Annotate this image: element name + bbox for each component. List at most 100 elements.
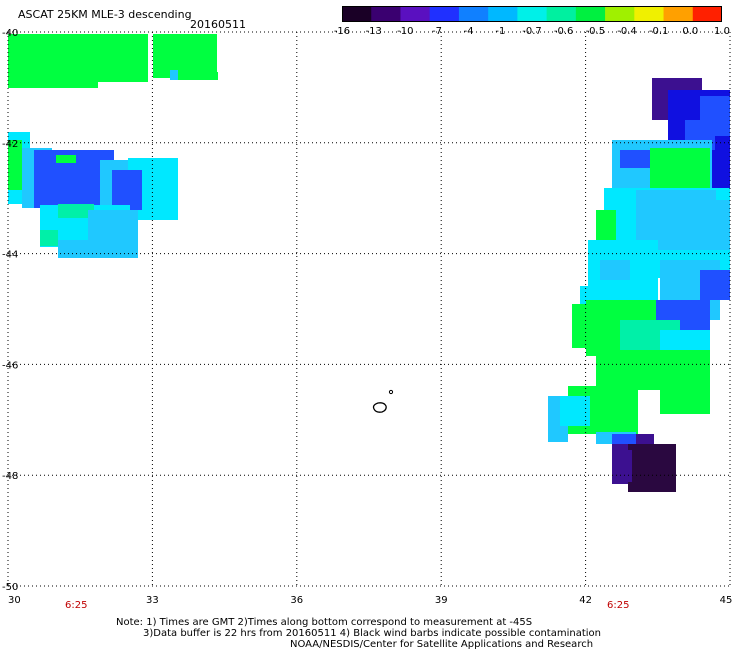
colorbar-segment <box>527 6 538 22</box>
colorbar-segment <box>585 6 596 22</box>
x-tick-label: 30 <box>8 595 21 606</box>
wind-cell <box>58 240 138 258</box>
colorbar-segment <box>546 6 557 22</box>
y-tick-label: -46 <box>2 360 18 371</box>
lat-lon-grid <box>7 31 731 587</box>
colorbar-label: 1.0 <box>714 26 730 37</box>
colorbar-segment <box>410 6 421 22</box>
y-tick-label: -44 <box>2 250 18 261</box>
note-line-1: Note: 1) Times are GMT 2)Times along bot… <box>116 617 533 628</box>
note-line-3: NOAA/NESDIS/Center for Satellite Applica… <box>290 639 594 650</box>
colorbar-segment <box>702 6 713 22</box>
colorbar-segment <box>624 6 635 22</box>
colorbar-segment <box>653 6 665 22</box>
y-tick-label: -42 <box>2 139 18 150</box>
colorbar-segment <box>419 6 431 22</box>
colorbar-segment <box>517 6 528 22</box>
colorbar-segment <box>478 6 489 22</box>
colorbar <box>342 6 722 22</box>
wind-cell <box>560 396 590 426</box>
colorbar-segment <box>595 6 606 22</box>
map-title: ASCAT 25KM MLE-3 descending <box>18 8 192 21</box>
wind-cell <box>8 140 22 190</box>
colorbar-segment <box>449 6 460 22</box>
colorbar-segment <box>400 6 411 22</box>
time-label-right: 6:25 <box>607 600 630 611</box>
wind-cell <box>700 270 730 300</box>
wind-cell <box>40 230 58 246</box>
wind-cell <box>660 390 710 414</box>
y-tick-label: -40 <box>2 28 18 39</box>
colorbar-segment <box>663 6 674 22</box>
wind-cell <box>636 434 654 444</box>
wind-cell <box>178 72 218 80</box>
time-label-left: 6:25 <box>65 600 88 611</box>
wind-cell <box>690 200 730 250</box>
colorbar-segment <box>342 6 353 22</box>
colorbar-label: -13 <box>365 26 382 37</box>
colorbar-segment <box>536 6 548 22</box>
wind-cell <box>628 444 676 492</box>
colorbar-segment <box>575 6 587 22</box>
colorbar-segment <box>429 6 440 22</box>
island-outline <box>372 402 387 413</box>
wind-cell <box>596 210 616 240</box>
wind-cell <box>130 34 148 72</box>
colorbar-segment <box>556 6 567 22</box>
wind-cell <box>56 155 76 163</box>
colorbar-segment <box>361 6 372 22</box>
x-tick-label: 36 <box>290 595 303 606</box>
small-island <box>388 389 394 395</box>
colorbar-segment <box>507 6 518 22</box>
colorbar-segment <box>566 6 577 22</box>
x-tick-label: 39 <box>435 595 448 606</box>
colorbar-segment <box>390 6 401 22</box>
colorbar-segment <box>692 6 704 22</box>
swath-data <box>8 34 730 492</box>
colorbar-label: -10 <box>397 26 414 37</box>
x-tick-label: 33 <box>146 595 159 606</box>
y-tick-label: -50 <box>2 582 18 593</box>
colorbar-segment <box>634 6 645 22</box>
colorbar-segment <box>644 6 655 22</box>
wind-cell <box>596 350 710 390</box>
colorbar-label: -0.1 <box>648 26 669 37</box>
colorbar-segment <box>605 6 616 22</box>
wind-cell <box>620 150 650 168</box>
wind-cell <box>600 400 638 434</box>
colorbar-segment <box>673 6 684 22</box>
wind-cell <box>708 140 730 190</box>
colorbar-segment <box>468 6 479 22</box>
wind-cell <box>153 34 217 78</box>
colorbar-label: -16 <box>333 26 351 37</box>
colorbar-label: -0.5 <box>585 26 606 37</box>
axis-ticks: 30 33 36 39 42 45 -40 -42 -44 -46 -48 -50 <box>2 28 732 606</box>
colorbar-segment <box>614 6 626 22</box>
wind-cell <box>612 450 632 482</box>
colorbar-segment <box>712 6 722 22</box>
x-tick-label: 42 <box>579 595 592 606</box>
wind-cell <box>8 34 98 88</box>
wind-cell <box>650 148 710 190</box>
colorbar-segment <box>351 6 362 22</box>
wind-cell <box>612 434 636 444</box>
wind-cell <box>112 170 142 210</box>
colorbar-label: -0.6 <box>553 26 574 37</box>
y-tick-label: -48 <box>2 471 18 482</box>
colorbar-segment <box>683 6 694 22</box>
note-line-2: 3)Data buffer is 22 hrs from 20160511 4)… <box>143 628 601 639</box>
colorbar-segment <box>458 6 470 22</box>
wind-cell <box>600 260 630 280</box>
x-tick-label: 45 <box>720 595 733 606</box>
colorbar-segment <box>488 6 499 22</box>
colorbar-segment <box>380 6 392 22</box>
wind-cell <box>58 204 94 218</box>
colorbar-segment <box>497 6 509 22</box>
colorbar-border <box>342 6 722 22</box>
colorbar-segment <box>439 6 450 22</box>
wind-cell <box>170 70 178 80</box>
colorbar-label: -0.4 <box>617 26 637 37</box>
colorbar-label: 0.0 <box>682 26 699 37</box>
colorbar-segment <box>371 6 382 22</box>
